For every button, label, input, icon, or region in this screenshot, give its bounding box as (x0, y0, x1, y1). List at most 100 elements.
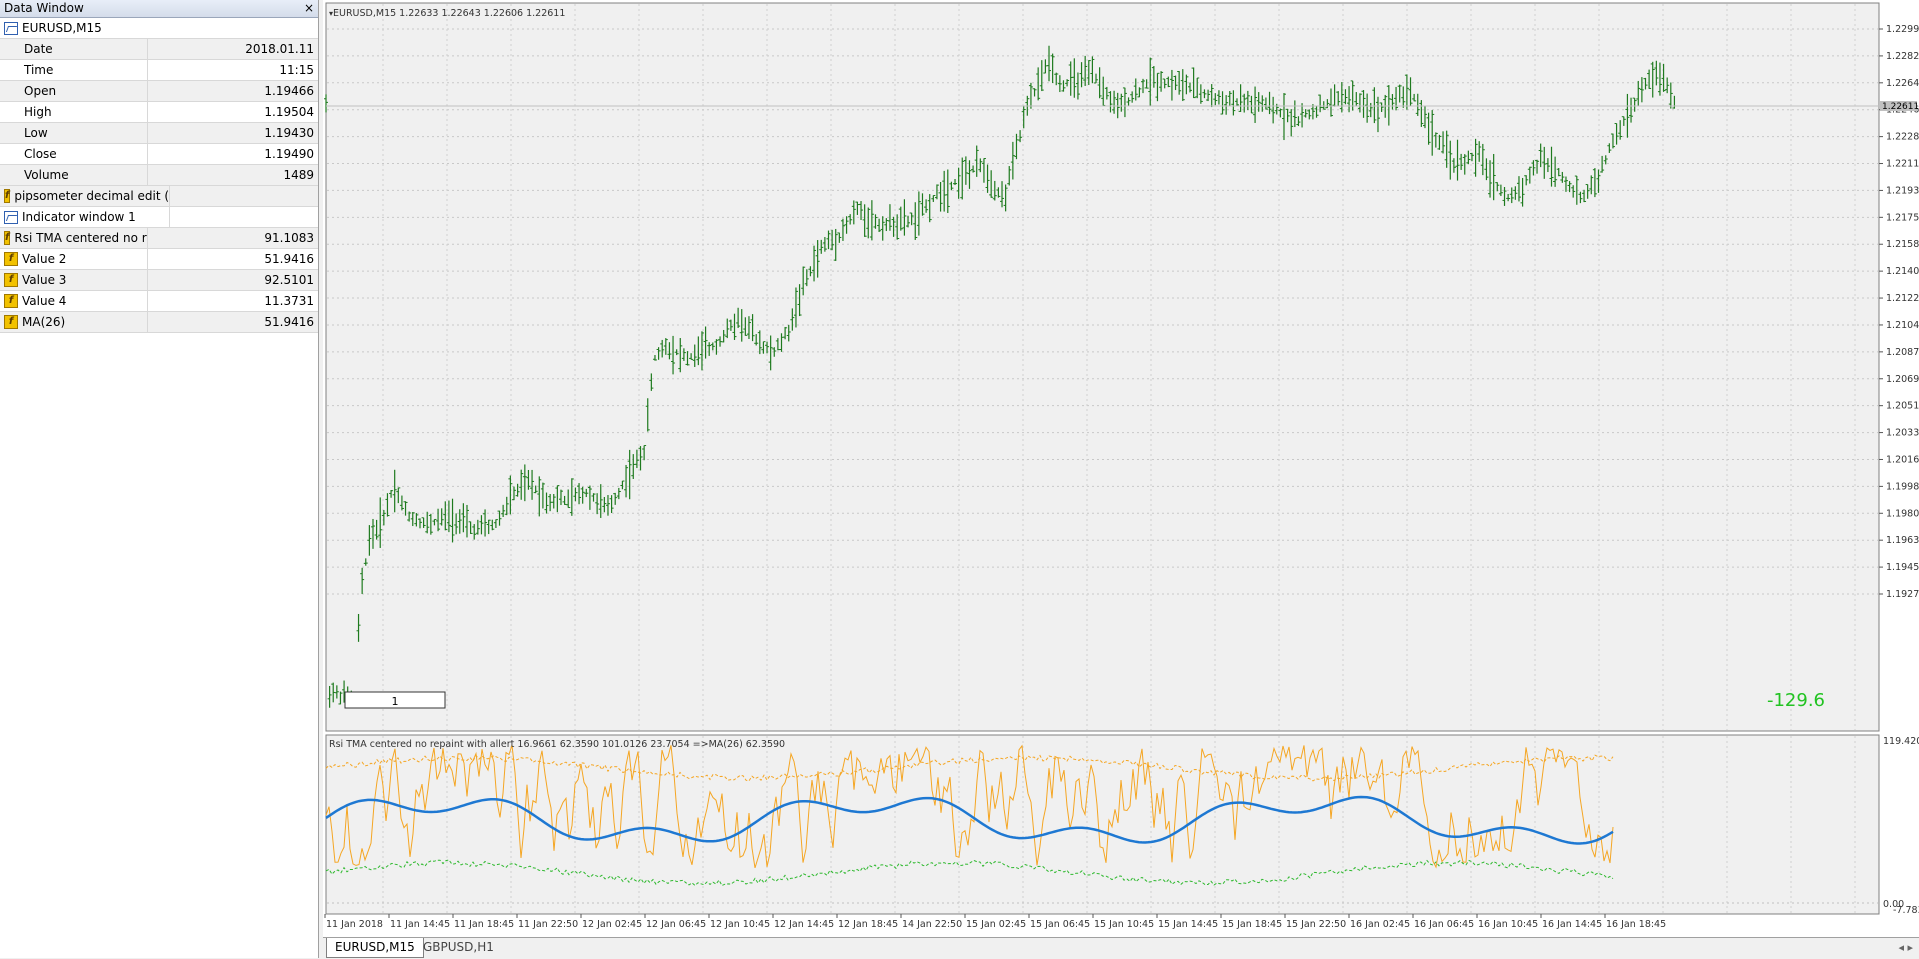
data-row-1[interactable]: Time 11:15 (0, 60, 318, 81)
indicator-value-label: Value 3 (22, 273, 67, 287)
data-row-label: Time (0, 60, 148, 80)
time-label: 16 Jan 02:45 (1350, 919, 1410, 930)
price-tick-label: 1.22640 (1886, 78, 1919, 89)
data-row-value: 1.19430 (264, 126, 314, 140)
price-tick-label: 1.21935 (1886, 185, 1919, 196)
indicator-value-label-cell: f Value 3 (0, 270, 148, 290)
price-tick-label: 1.21045 (1886, 320, 1919, 331)
data-window-title: Data Window × (0, 0, 318, 18)
indicator-value: 92.5101 (264, 273, 314, 287)
time-label: 11 Jan 22:50 (518, 919, 578, 930)
data-row-5[interactable]: Close 1.19490 (0, 144, 318, 165)
ma-line (325, 795, 1614, 845)
pip-readout: -129.6 (1767, 690, 1825, 711)
data-row-6[interactable]: Volume 1489 (0, 165, 318, 186)
main-plot (325, 2, 1880, 732)
price-tick-label: 1.22995 (1886, 24, 1919, 35)
price-tick-label: 1.22285 (1886, 132, 1919, 143)
data-row-label: Close (0, 144, 148, 164)
data-row-value: 1489 (283, 168, 314, 182)
time-label: 12 Jan 02:45 (582, 919, 642, 930)
price-tick-label: 1.19805 (1886, 508, 1919, 519)
indicator-value-label-cell: f Value 4 (0, 291, 148, 311)
tab-scroll-arrows[interactable]: ◂ ▸ (1898, 941, 1913, 954)
data-row-0[interactable]: Date 2018.01.11 (0, 39, 318, 60)
bar-number-box (344, 691, 446, 709)
indicator-value: 91.1083 (264, 231, 314, 245)
time-label: 12 Jan 06:45 (646, 919, 706, 930)
time-label: 12 Jan 10:45 (710, 919, 770, 930)
indicator-value-label-cell: f MA(26) (0, 312, 148, 332)
chart-tabs: EURUSD,M15 GBPUSD,H1 ◂ ▸ (323, 937, 1919, 959)
indicator-window-row[interactable]: Indicator window 1 (0, 207, 318, 228)
time-label: 11 Jan 2018 (326, 919, 383, 930)
price-tick-label: 1.21400 (1886, 266, 1919, 277)
price-tick-label: 1.21225 (1886, 293, 1919, 304)
close-icon[interactable]: × (303, 1, 314, 15)
chart-area[interactable]: 1.229951.228201.226401.224651.222851.221… (323, 0, 1919, 958)
time-label: 11 Jan 14:45 (390, 919, 450, 930)
data-row-3[interactable]: High 1.19504 (0, 102, 318, 123)
indicator-value-label-cell: f Value 2 (0, 249, 148, 269)
price-tick-label: 1.21755 (1886, 212, 1919, 223)
time-label: 15 Jan 06:45 (1030, 919, 1090, 930)
indicator-value-row-2[interactable]: f Value 3 92.5101 (0, 270, 318, 291)
time-label: 12 Jan 14:45 (774, 919, 834, 930)
tab-eurusd-m15[interactable]: EURUSD,M15 (326, 938, 424, 958)
function-icon: f (4, 252, 18, 266)
price-tick-label: 1.19630 (1886, 535, 1919, 546)
chart-menu-icon[interactable]: ▾ (329, 9, 333, 18)
time-label: 15 Jan 14:45 (1158, 919, 1218, 930)
bar-number-text: 1 (392, 695, 399, 708)
function-icon: f (4, 189, 11, 203)
data-row-label: High (0, 102, 148, 122)
function-icon: f (4, 315, 18, 329)
data-row-label: Open (0, 81, 148, 101)
indicator-value-label: Value 2 (22, 252, 67, 266)
indicator-value-row-4[interactable]: f MA(26) 51.9416 (0, 312, 318, 333)
tab-gbpusd-h1[interactable]: GBPUSD,H1 (423, 940, 494, 954)
price-bars (324, 45, 1677, 708)
price-tick-label: 1.22820 (1886, 51, 1919, 62)
function-icon: f (4, 294, 18, 308)
indicator-plot (325, 734, 1880, 915)
data-row-value: 1.19466 (264, 84, 314, 98)
time-label: 16 Jan 10:45 (1478, 919, 1538, 930)
function-icon: f (4, 273, 18, 287)
price-tick-label: 1.20690 (1886, 374, 1919, 385)
current-price-tag (1880, 101, 1917, 111)
price-tick-label: 1.20160 (1886, 454, 1919, 465)
indicator-window-icon (4, 210, 18, 224)
symbol-header-row[interactable]: EURUSD,M15 (0, 18, 318, 39)
data-row-value: 2018.01.11 (245, 42, 314, 56)
rsi-line (325, 744, 1614, 869)
indicator-value-label: Value 4 (22, 294, 67, 308)
indicator-value-row-1[interactable]: f Value 2 51.9416 (0, 249, 318, 270)
function-icon: f (4, 231, 11, 245)
time-label: 15 Jan 02:45 (966, 919, 1026, 930)
data-row-2[interactable]: Open 1.19466 (0, 81, 318, 102)
time-label: 16 Jan 18:45 (1606, 919, 1666, 930)
price-tick-label: 1.21580 (1886, 239, 1919, 250)
time-label: 12 Jan 18:45 (838, 919, 898, 930)
chart-icon (4, 21, 18, 35)
data-row-4[interactable]: Low 1.19430 (0, 123, 318, 144)
data-row-value: 11:15 (279, 63, 314, 77)
indicator-window-label: Indicator window 1 (22, 210, 136, 224)
price-tick-label: 1.20335 (1886, 428, 1919, 439)
indicator-value-label: MA(26) (22, 315, 66, 329)
price-axis: 1.229951.228201.226401.224651.222851.221… (1879, 24, 1919, 600)
lower-band (325, 859, 1614, 887)
current-price-text: 1.22611 (1882, 102, 1919, 112)
chart-header: EURUSD,M15 1.22633 1.22643 1.22606 1.226… (333, 8, 565, 19)
time-label: 16 Jan 06:45 (1414, 919, 1474, 930)
indicator-header: Rsi TMA centered no repaint with allert … (329, 739, 785, 750)
time-label: 14 Jan 22:50 (902, 919, 962, 930)
upper-band (325, 754, 1614, 782)
indicator-row-pipsometer[interactable]: f pipsometer decimal edit (... (0, 186, 318, 207)
time-label: 16 Jan 14:45 (1542, 919, 1602, 930)
indicator-value-row-3[interactable]: f Value 4 11.3731 (0, 291, 318, 312)
price-tick-label: 1.22110 (1886, 159, 1919, 170)
